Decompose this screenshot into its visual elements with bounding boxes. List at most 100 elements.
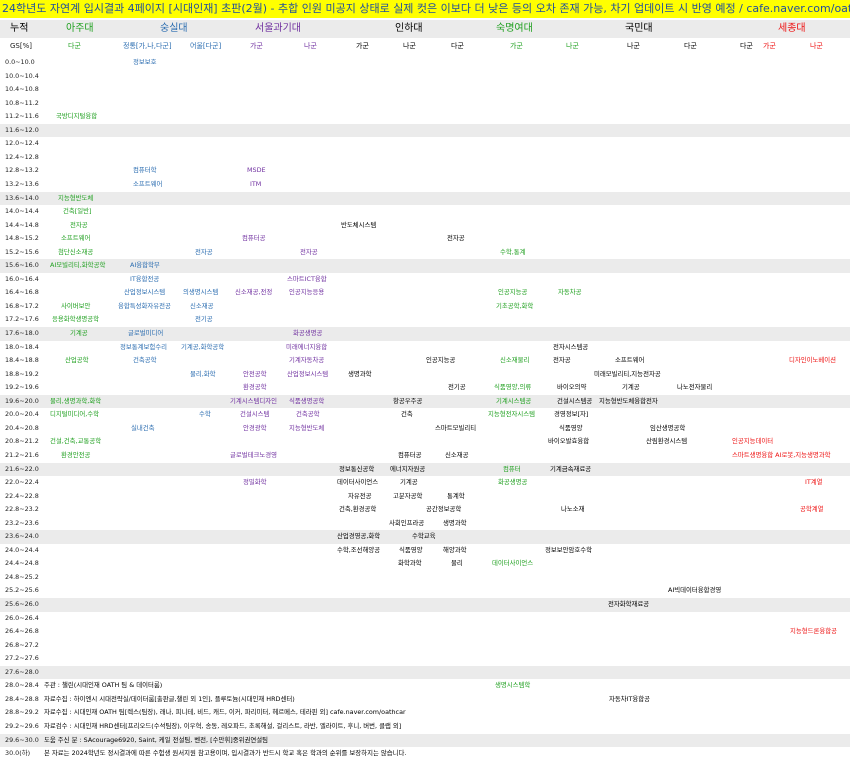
department-entry: AI모빌리티,화학공학 xyxy=(50,261,106,270)
department-entry: 건축공학 xyxy=(133,356,157,365)
score-range-label: 12.4~12.8 xyxy=(5,152,39,161)
department-entry: 글로벌미디어 xyxy=(128,329,164,337)
score-range-row: 10.4~10.8 xyxy=(0,83,850,97)
department-entry: 지능형전자시스템 xyxy=(488,410,536,419)
score-range-label: 22.8~23.2 xyxy=(5,505,39,514)
department-entry: 건축[일반] xyxy=(63,207,92,216)
department-entry: 수학,통계 xyxy=(500,247,526,256)
department-entry: 생명시스템학 xyxy=(495,681,531,690)
group-column-header: 나군 xyxy=(566,42,579,50)
department-entry: 인공지능데이터 xyxy=(732,437,774,446)
score-range-label: 19.2~19.6 xyxy=(5,383,39,392)
score-range-label: 17.6~18.0 xyxy=(5,329,39,337)
department-entry: 신소재공,전정 xyxy=(235,288,273,297)
group-column-header: 나군 xyxy=(810,42,823,50)
department-entry: 건설,건축,교통공학 xyxy=(50,437,102,446)
department-entry: 정보보안암호수학 xyxy=(545,545,593,554)
score-range-row: 10.8~11.2 xyxy=(0,97,850,111)
score-range-label: 26.4~26.8 xyxy=(5,627,39,636)
department-entry: 기계자동차공 xyxy=(289,356,325,365)
credit-note: 자료수집 : 시대인재 OATH 팀[렉스(팀장), 래나, 피니테, 비드, … xyxy=(44,708,406,717)
department-entry: MSDE xyxy=(247,166,266,175)
department-entry: 응용화학생명공학 xyxy=(52,315,100,324)
score-range-row: 0.0~10.0 xyxy=(0,56,850,70)
score-range-label: 18.0~18.4 xyxy=(5,342,39,351)
score-range-label: 26.8~27.2 xyxy=(5,640,39,649)
department-entry: 안전공학 xyxy=(243,369,267,378)
department-entry: 자동차공 xyxy=(558,288,582,297)
department-entry: 전자시스템공 xyxy=(553,342,589,351)
credit-note: 본 자료는 2024학년도 정시결과에 따른 수험생 원서지원 참고용이며, 입… xyxy=(44,749,407,758)
score-range-row: 14.8~15.2 xyxy=(0,232,850,246)
score-range-label: 27.6~28.0 xyxy=(5,667,39,676)
department-entry: 해양과학 xyxy=(443,545,467,554)
department-entry: 디지털미디어,수학 xyxy=(50,410,100,419)
department-entry: 전자공 xyxy=(70,220,88,229)
department-entry: 데이터사이언스 xyxy=(337,478,379,487)
score-range-label: 20.4~20.8 xyxy=(5,423,39,432)
score-range-label: 11.6~12.0 xyxy=(5,125,39,134)
score-range-label: 14.8~15.2 xyxy=(5,234,39,243)
department-entry: IT계열 xyxy=(805,478,823,487)
score-range-row: 10.0~10.4 xyxy=(0,70,850,84)
department-entry: 산업공학 xyxy=(65,356,89,365)
department-entry: 식품영양 xyxy=(559,423,583,432)
score-range-row: 17.2~17.6 xyxy=(0,313,850,327)
department-entry: 글로벌테크노경영 xyxy=(230,450,278,459)
score-range-label: 29.6~30.0 xyxy=(5,735,39,744)
department-entry: 안경광학 xyxy=(243,423,267,432)
department-entry: IT융합전공 xyxy=(130,274,160,283)
score-range-label: 13.6~14.0 xyxy=(5,193,39,202)
score-range-label: 16.8~17.2 xyxy=(5,301,39,310)
department-entry: 환경안전공 xyxy=(61,450,91,459)
score-range-label: 19.6~20.0 xyxy=(5,396,39,405)
department-entry: 산업정보시스템 xyxy=(124,288,166,297)
score-range-row: 27.6~28.0 xyxy=(0,665,850,680)
score-range-row: 27.2~27.6 xyxy=(0,652,850,666)
score-range-row: 15.6~16.0 xyxy=(0,259,850,273)
score-range-row: 12.4~12.8 xyxy=(0,151,850,165)
page-title: 24학년도 자연계 입시결과 4페이지 [시대인재] 초판(2월) - 추합 인… xyxy=(2,2,736,15)
department-entry: 컴퓨터공 xyxy=(398,450,422,459)
title-bar: 24학년도 자연계 입시결과 4페이지 [시대인재] 초판(2월) - 추합 인… xyxy=(0,0,850,18)
department-entry: 컴퓨터 xyxy=(503,464,521,473)
department-entry: 고분자공학 xyxy=(393,491,423,500)
department-entry: 의생명시스템 xyxy=(183,288,219,297)
department-entry: 기계공 xyxy=(400,478,418,487)
score-range-row: 28.0~28.4 xyxy=(0,679,850,693)
score-range-label: 23.2~23.6 xyxy=(5,518,39,527)
department-entry: 국방디지털융합 xyxy=(56,112,98,121)
department-entry: 반도체시스템 xyxy=(341,220,377,229)
department-entry: 실내건축 xyxy=(131,423,155,432)
department-entry: 사이버보안 xyxy=(61,301,91,310)
department-entry: 생명과학 xyxy=(443,518,467,527)
score-range-row: 22.8~23.2 xyxy=(0,503,850,517)
department-entry: 수학,조선해양공 xyxy=(337,545,381,554)
score-range-row: 25.2~25.6 xyxy=(0,584,850,598)
department-entry: 전기공 xyxy=(448,383,466,392)
score-range-label: 10.0~10.4 xyxy=(5,71,39,80)
department-entry: 기계시스템디자인 xyxy=(230,396,278,405)
group-column-header: 다군 xyxy=(740,42,753,50)
score-range-row: 29.2~29.6 xyxy=(0,720,850,734)
score-range-row: 21.2~21.6 xyxy=(0,449,850,463)
score-range-label: 14.0~14.4 xyxy=(5,207,39,216)
score-range-row: 18.4~18.8 xyxy=(0,354,850,368)
score-range-label: 24.4~24.8 xyxy=(5,559,39,568)
score-range-label: 26.0~26.4 xyxy=(5,613,39,622)
score-range-label: 18.4~18.8 xyxy=(5,356,39,365)
credit-note: 자료검수 : 시대인재 HRD센터[프리오드(수석팀장), 이우혁, 송동, 레… xyxy=(44,721,402,730)
department-entry: 산업정보시스템 xyxy=(287,369,329,378)
score-range-row: 13.6~14.0 xyxy=(0,191,850,206)
department-entry: 신소재공 xyxy=(190,301,214,310)
score-range-row: 11.6~12.0 xyxy=(0,123,850,138)
department-entry: 신소재물리 xyxy=(500,356,530,365)
department-entry: 지능형드론융합공 xyxy=(790,627,838,636)
department-entry: 경영정보[자] xyxy=(554,410,589,419)
score-range-label: 0.0~10.0 xyxy=(5,58,35,66)
cafe-link[interactable]: cafe.naver.com/oathcar xyxy=(746,2,850,15)
department-entry: 에너지자원공 xyxy=(390,464,426,473)
department-entry: 정보통신공학 xyxy=(339,464,375,473)
department-entry: 신소재공 xyxy=(445,450,469,459)
credit-note: 주관 : 챌린(시대인재 OATH 팀 & 데이터룸) xyxy=(44,681,163,690)
